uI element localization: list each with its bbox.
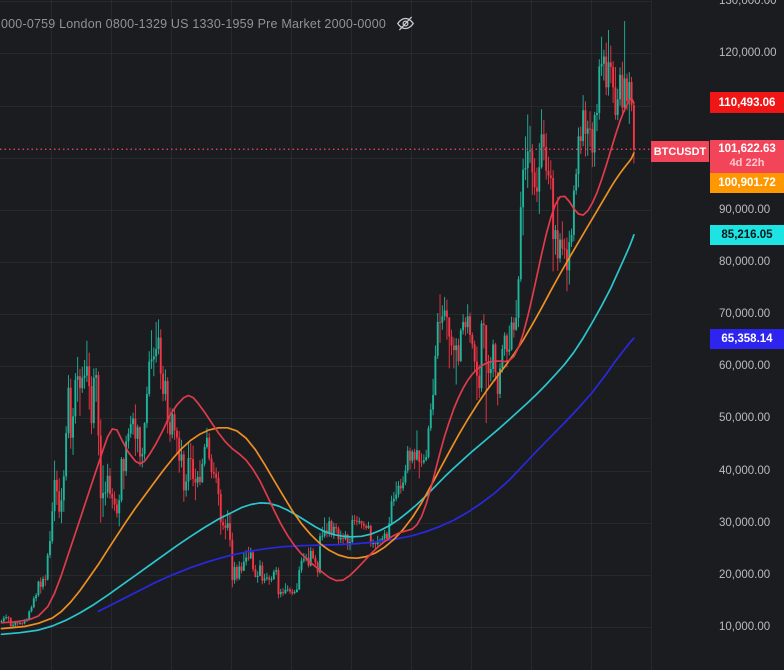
- price-axis-label: 20,000.00: [719, 568, 771, 581]
- price-axis-label: 120,000.00: [719, 47, 777, 60]
- price-axis-label: 50,000.00: [719, 412, 771, 425]
- ma-blue-line: [97, 337, 635, 613]
- price-axis-label: 40,000.00: [719, 464, 771, 477]
- ma-red-line: [0, 97, 635, 624]
- ma-cyan-line: [0, 234, 635, 636]
- ma-cyan-value-badge: 85,216.05: [710, 225, 784, 245]
- ma-blue-value-badge: 65,358.14: [710, 329, 784, 349]
- price-axis-label: 80,000.00: [719, 255, 771, 268]
- price-axis-label: 90,000.00: [719, 203, 771, 216]
- candlestick-series: [0, 21, 635, 629]
- eye-off-icon[interactable]: [396, 15, 415, 32]
- last-price-value: 101,622.63: [718, 143, 776, 156]
- price-axis-label: 30,000.00: [719, 516, 771, 529]
- ma-orange-line: [0, 152, 635, 630]
- price-axis-label: 60,000.00: [719, 360, 771, 373]
- session-hours-label: 000-0759 London 0800-1329 US 1330-1959 P…: [1, 16, 386, 31]
- ma-orange-value-badge: 100,901.72: [710, 173, 784, 193]
- price-axis-label: 130,000.00: [719, 0, 777, 8]
- last-price-badge: 101,622.63 4d 22h: [710, 140, 784, 173]
- grid-lines: [0, 0, 652, 670]
- symbol-badge: BTCUSDT: [651, 141, 709, 162]
- price-axis-label: 70,000.00: [719, 308, 771, 321]
- ma-red-value-badge: 110,493.06: [710, 92, 784, 113]
- bar-countdown: 4d 22h: [729, 156, 765, 169]
- price-axis-label: 10,000.00: [719, 621, 771, 633]
- session-hours-row: 000-0759 London 0800-1329 US 1330-1959 P…: [1, 15, 415, 32]
